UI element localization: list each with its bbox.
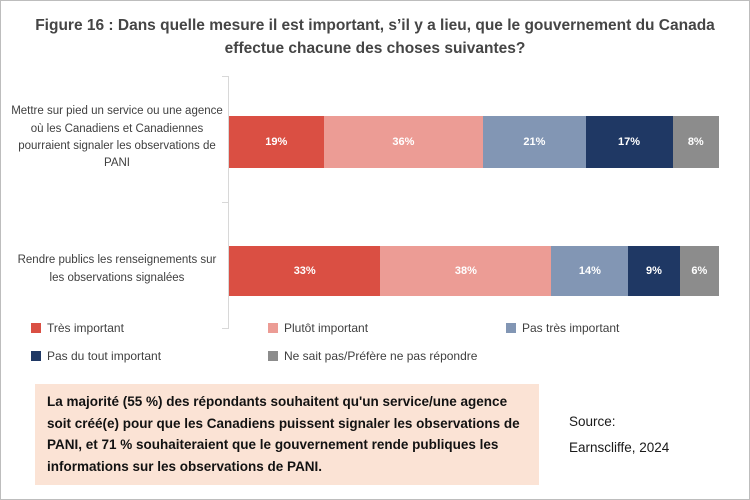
legend-label: Pas très important [522,321,620,335]
legend-item: Ne sait pas/Préfère ne pas répondre [268,349,506,363]
source-value: Earnscliffe, 2024 [569,439,670,455]
legend-swatch-icon [31,351,41,361]
stacked-bar: 33% 38% 14% 9% 6% [229,246,719,296]
bar-value-label: 9% [646,265,662,277]
key-finding-callout: La majorité (55 %) des répondants souhai… [35,384,539,486]
legend-label: Pas du tout important [47,349,162,363]
source-note: Source: Earnscliffe, 2024 [569,409,669,460]
legend-item: Plutôt important [268,321,506,335]
legend-swatch-icon [268,351,278,361]
y-axis-tick-middle [222,202,229,203]
bar-segment: 17% [585,116,673,168]
legend-item: Pas très important [506,321,731,335]
category-label: Mettre sur pied un service ou une agence… [11,105,223,170]
bar-value-label: 36% [392,136,415,148]
legend-label: Très important [47,321,124,335]
bar-segment: 9% [628,246,680,296]
bar-segment: 33% [229,246,381,296]
bar-segment: 38% [380,246,552,296]
bar-segment: 14% [551,246,629,296]
legend-swatch-icon [31,323,41,333]
bar-value-label: 19% [265,136,288,148]
stacked-bar: 19% 36% 21% 17% 8% [229,116,720,168]
bar-value-label: 38% [454,265,477,277]
bar-segment: 19% [229,116,324,168]
category-label: Rendre publics les renseignements sur le… [17,254,217,284]
chart-legend: Très important Plutôt important Pas très i… [31,321,731,363]
bar-segment: 36% [323,116,484,168]
y-axis-tick-bottom [222,328,229,329]
bar-value-label: 8% [687,136,704,148]
bar-value-label: 33% [293,265,316,277]
chart-title: Figure 16 : Dans quelle mesure il est im… [35,17,715,58]
source-label: Source: [569,414,616,429]
legend-swatch-icon [268,323,278,333]
bar-segment: 21% [483,116,586,168]
legend-item: Très important [31,321,268,335]
bar-value-label: 6% [691,265,708,277]
legend-swatch-icon [506,323,516,333]
legend-label: Plutôt important [284,321,369,335]
bar-value-label: 21% [523,136,546,148]
bar-segment: 8% [672,116,720,168]
bar-segment: 6% [679,246,719,296]
legend-label: Ne sait pas/Préfère ne pas répondre [284,349,478,363]
bar-value-label: 17% [618,136,641,148]
legend-item: Pas du tout important [31,349,268,363]
bar-value-label: 14% [578,265,601,277]
y-axis-tick-top [222,76,229,77]
